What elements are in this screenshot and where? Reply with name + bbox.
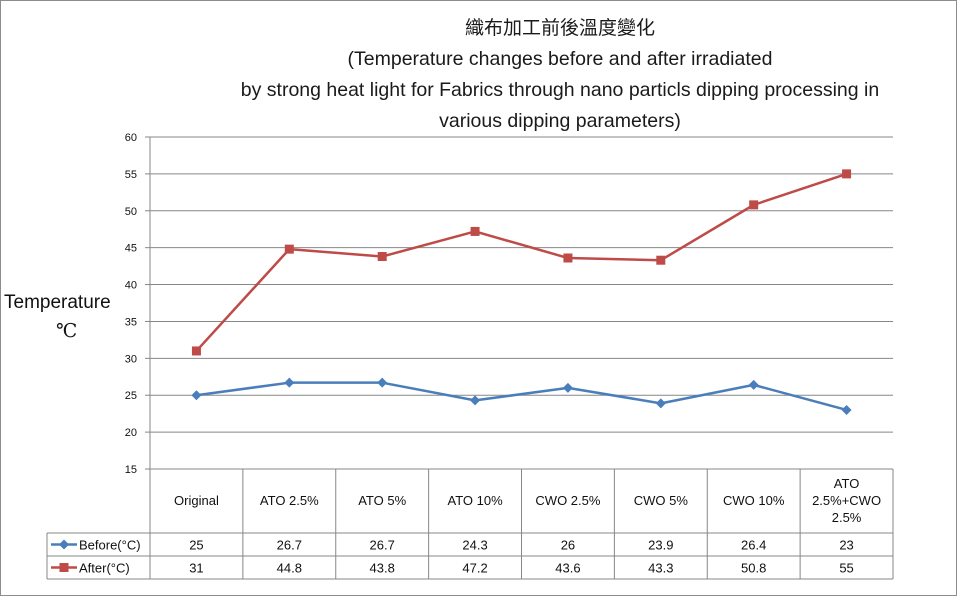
data-point-before	[284, 377, 295, 388]
x-category-label: ATO 2.5%	[260, 493, 319, 508]
data-point-after	[470, 226, 480, 236]
x-category-label: CWO 10%	[723, 493, 785, 508]
data-point-after	[842, 169, 852, 179]
table-value-cell: 43.8	[370, 561, 395, 576]
table-value-cell: 25	[189, 538, 203, 553]
y-tick-label: 20	[125, 427, 137, 439]
y-axis-unit: ℃	[56, 320, 78, 342]
x-category-label: CWO 2.5%	[535, 493, 600, 508]
data-point-after	[377, 252, 387, 262]
table-value-cell: 43.3	[648, 561, 673, 576]
data-point-after	[284, 244, 294, 254]
data-point-before	[191, 390, 202, 401]
data-point-before	[377, 377, 388, 388]
data-point-after	[749, 200, 759, 210]
legend-series-name: After(°C)	[79, 561, 130, 576]
y-tick-label: 35	[125, 316, 137, 328]
chart-subtitle-line-2: by strong heat light for Fabrics through…	[240, 79, 880, 101]
x-category-label: CWO 5%	[634, 493, 689, 508]
series-line-after	[195, 172, 847, 352]
chart-title-block: 織布加工前後溫度變化 (Temperature changes before a…	[150, 12, 959, 137]
x-category-label: ATO	[834, 476, 860, 491]
series-line-before	[196, 381, 847, 412]
table-value-cell: 26.4	[741, 538, 766, 553]
data-point-after	[563, 253, 573, 263]
y-tick-label: 25	[125, 390, 137, 402]
table-value-cell: 43.6	[555, 561, 580, 576]
x-category-label: 2.5%+CWO	[812, 493, 881, 508]
legend-marker-square	[59, 563, 69, 572]
y-tick-label: 45	[125, 243, 137, 255]
data-point-before	[748, 379, 759, 390]
x-category-label: ATO 5%	[358, 493, 406, 508]
data-point-after	[191, 346, 201, 356]
table-value-cell: 44.8	[277, 561, 302, 576]
table-value-cell: 55	[839, 561, 853, 576]
data-point-after	[656, 255, 666, 265]
legend-marker-diamond	[59, 539, 69, 550]
y-tick-label: 15	[125, 464, 137, 476]
table-value-cell: 50.8	[741, 561, 766, 576]
table-value-cell: 47.2	[462, 561, 487, 576]
x-category-label: 2.5%	[832, 510, 862, 525]
x-category-label: Original	[174, 493, 219, 508]
y-tick-label: 30	[125, 353, 137, 365]
y-tick-label: 60	[125, 132, 137, 144]
data-point-before	[562, 382, 573, 393]
table-value-cell: 26	[561, 538, 575, 553]
chart-subtitle-line-3: various dipping parameters)	[439, 110, 681, 132]
table-value-cell: 23	[839, 538, 853, 553]
table-value-cell: 24.3	[462, 538, 487, 553]
table-value-cell: 23.9	[648, 538, 673, 553]
chart-subtitle-line-1: (Temperature changes before and after ir…	[347, 48, 773, 70]
legend-series-name: Before(°C)	[79, 538, 141, 553]
data-point-before	[470, 395, 481, 406]
data-point-before	[841, 404, 852, 415]
y-tick-label: 55	[125, 169, 137, 181]
y-axis-label: Temperature	[4, 292, 111, 313]
chart-title: 織布加工前後溫度變化	[464, 17, 655, 39]
y-tick-label: 50	[125, 206, 137, 218]
table-value-cell: 26.7	[370, 538, 395, 553]
table-value-cell: 26.7	[277, 538, 302, 553]
y-tick-label: 40	[125, 280, 137, 292]
data-point-before	[655, 398, 666, 409]
x-category-label: ATO 10%	[447, 493, 503, 508]
table-value-cell: 31	[189, 561, 203, 576]
